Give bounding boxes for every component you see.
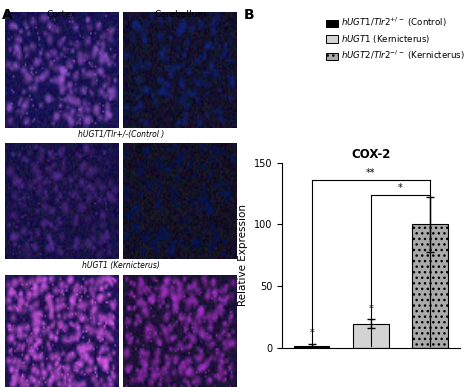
Text: B: B xyxy=(244,8,255,22)
Bar xyxy=(412,224,448,348)
Title: COX-2: COX-2 xyxy=(351,148,391,161)
Text: **: ** xyxy=(366,168,376,178)
Legend: $\it{hUGT1/Tlr2}$$^{+/-}$ (Control), $\it{hUGT1}$ (Kernicterus), $\it{hUGT2/Tlr2: $\it{hUGT1/Tlr2}$$^{+/-}$ (Control), $\i… xyxy=(326,16,465,62)
Text: *: * xyxy=(368,304,374,313)
Text: hUGT1 (Kernicterus): hUGT1 (Kernicterus) xyxy=(82,261,160,270)
Y-axis label: Relative Expression: Relative Expression xyxy=(238,204,248,307)
Text: *: * xyxy=(309,329,314,338)
Text: A: A xyxy=(2,8,13,22)
Text: hUGT1/Tlr+/-(Control ): hUGT1/Tlr+/-(Control ) xyxy=(78,130,164,139)
Bar xyxy=(294,346,329,348)
Text: *: * xyxy=(398,183,403,193)
Bar xyxy=(353,324,389,348)
Text: Cortex: Cortex xyxy=(46,10,77,19)
Text: Cerebellum: Cerebellum xyxy=(154,10,206,19)
